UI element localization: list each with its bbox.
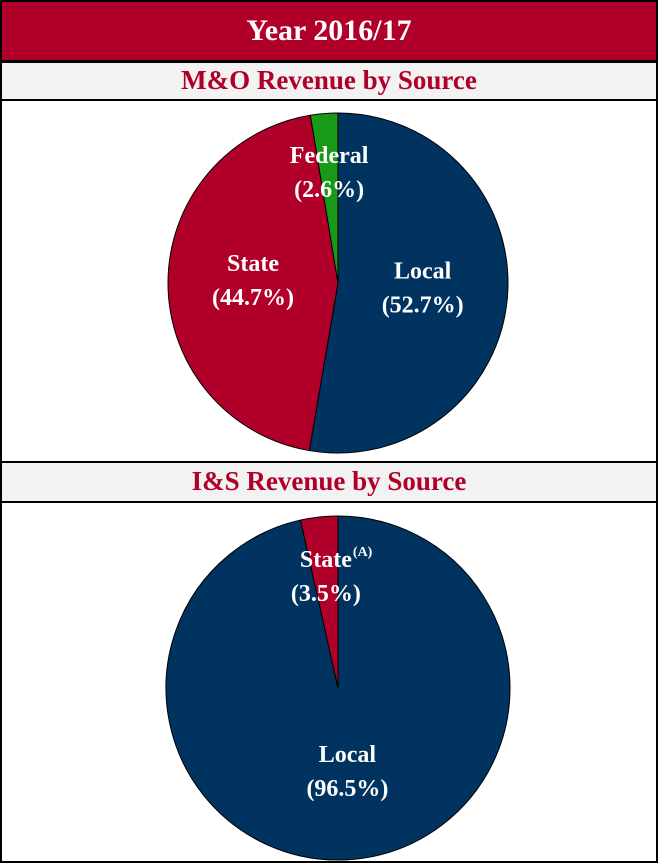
- slice-value-label: (2.6%): [294, 177, 364, 203]
- slice-value-label: (3.5%): [291, 581, 361, 607]
- section-band: [0, 61, 658, 101]
- pie-slice: [309, 112, 339, 284]
- slice-label: State: [300, 547, 352, 573]
- chart-title: M&O Revenue by Source: [181, 65, 477, 95]
- slice-label: Federal: [290, 143, 369, 169]
- slice-label: State: [227, 251, 279, 277]
- header-bar: [0, 0, 658, 62]
- pie-slice: [308, 112, 509, 454]
- chart-title: I&S Revenue by Source: [192, 466, 467, 496]
- slice-value-label: (96.5%): [306, 776, 388, 802]
- slice-label: Local: [394, 259, 452, 285]
- slice-value-label: (52.7%): [382, 293, 464, 319]
- pie-slice: [299, 515, 339, 689]
- section-band: [0, 461, 658, 503]
- slice-value-label: (44.7%): [212, 285, 294, 311]
- pie-slice: [167, 114, 339, 452]
- slice-label: Local: [319, 742, 377, 768]
- slice-superscript: (A): [353, 545, 373, 560]
- header-title: Year 2016/17: [246, 14, 411, 47]
